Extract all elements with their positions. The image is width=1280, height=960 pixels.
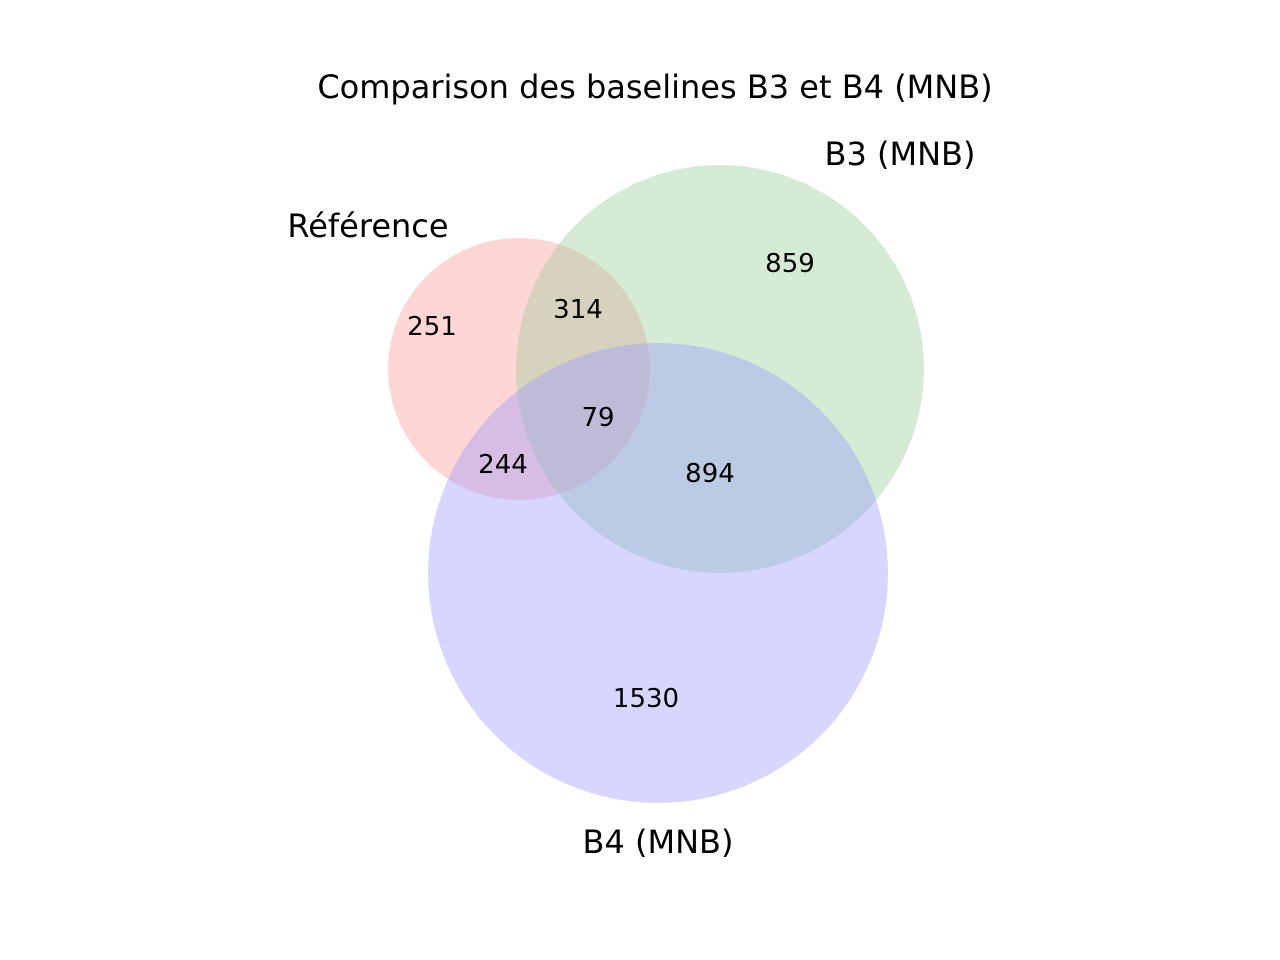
region-label-b4-only: 1530: [613, 684, 679, 714]
region-label-b3-only: 859: [765, 249, 815, 279]
region-label-reference-only: 251: [407, 312, 457, 342]
set-label-reference: Référence: [287, 207, 448, 245]
region-label-b3-b4: 894: [685, 459, 735, 489]
set-label-b4: B4 (MNB): [583, 823, 734, 861]
diagram-title: Comparison des baselines B3 et B4 (MNB): [317, 68, 992, 106]
set-circle-b3: [516, 165, 924, 573]
region-label-reference-b3-b4: 79: [581, 403, 614, 433]
set-circle-b4: [428, 343, 888, 803]
set-circle-reference: [388, 238, 650, 500]
set-label-b3: B3 (MNB): [825, 135, 976, 173]
region-label-reference-b4: 244: [478, 450, 528, 480]
region-label-reference-b3: 314: [553, 295, 603, 325]
